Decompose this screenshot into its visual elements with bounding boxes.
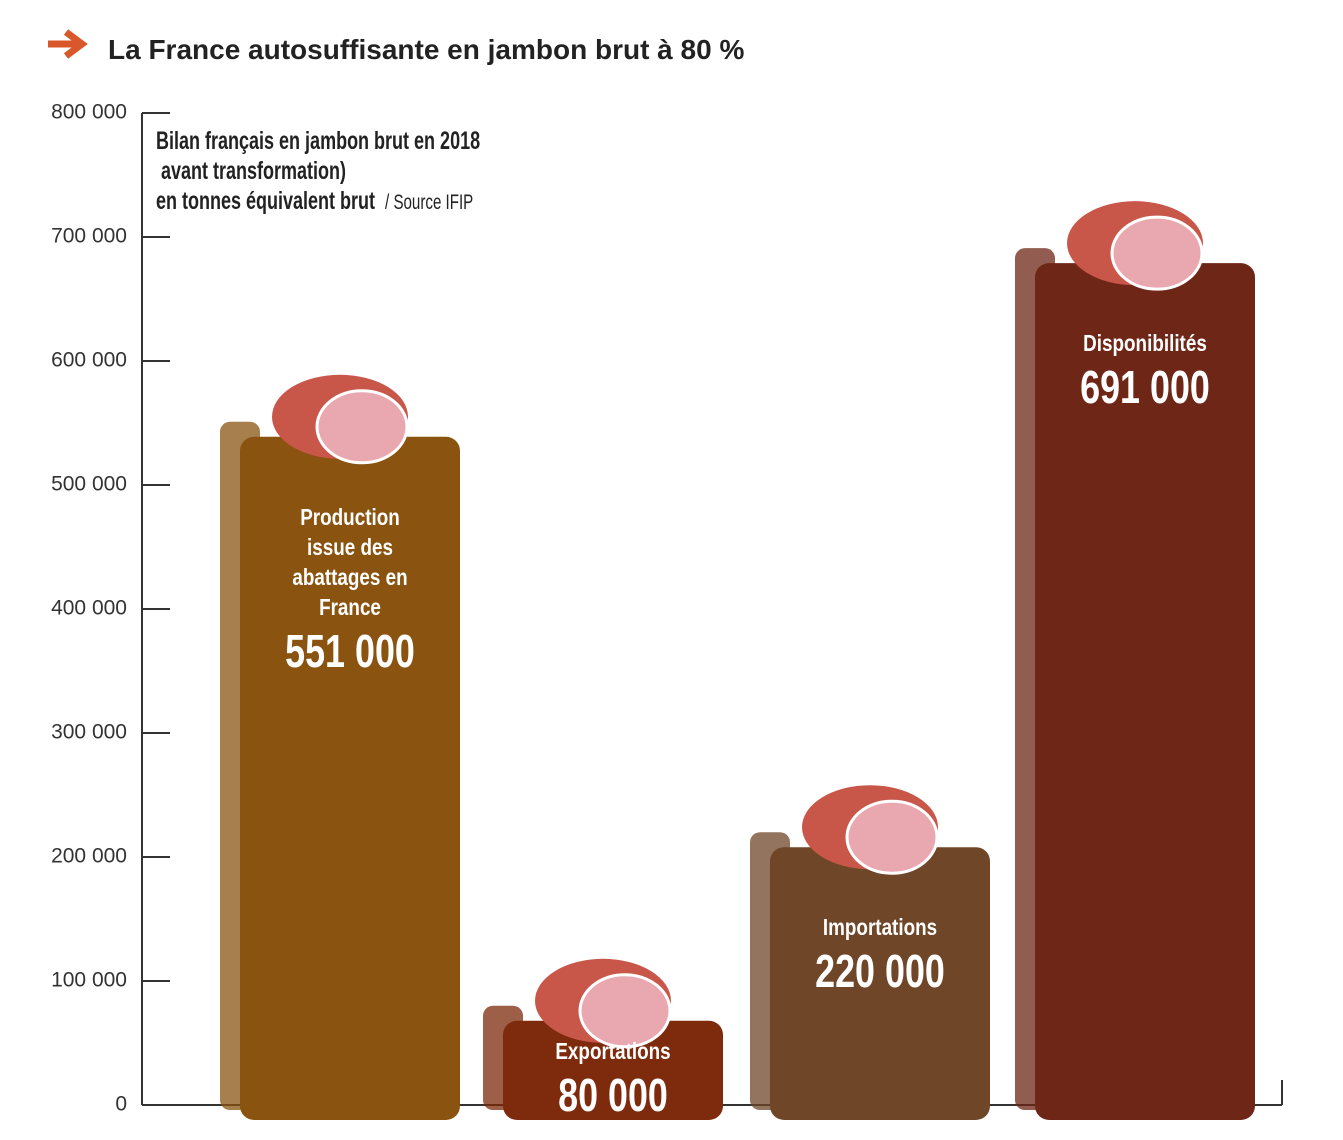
bar-label: Disponibilités: [1083, 330, 1207, 357]
subtitle-line: en tonnes équivalent brut: [156, 187, 376, 215]
y-tick-label: 0: [115, 1093, 127, 1116]
y-tick-label: 500 000: [51, 473, 127, 496]
value-label: 80 000: [558, 1068, 668, 1121]
bar-label: Production issue des abattages en France: [292, 503, 408, 620]
value-label: 220 000: [815, 945, 945, 998]
bar: [240, 436, 460, 1120]
subtitle-line: avant transformation): [156, 157, 347, 185]
ham-slice: [845, 799, 939, 875]
value-label: 551 000: [285, 624, 415, 677]
bar: [1035, 263, 1255, 1120]
y-tick-label: 200 000: [51, 845, 127, 868]
value-label: 691 000: [1080, 361, 1210, 414]
y-tick-label: 800 000: [51, 101, 127, 124]
bar-label: Importations: [822, 914, 938, 941]
bar: [503, 1020, 723, 1120]
y-tick-label: 400 000: [51, 597, 127, 620]
y-tick-label: 300 000: [51, 721, 127, 744]
subtitle: Bilan français en jambon brut en 2018 av…: [156, 126, 480, 218]
ham-slice: [578, 973, 672, 1049]
bar-label: Exportations: [555, 1037, 671, 1064]
bar: [770, 847, 990, 1120]
subtitle-line: Bilan français en jambon brut en 2018: [156, 127, 481, 155]
y-tick-label: 100 000: [51, 969, 127, 992]
y-tick-label: 700 000: [51, 225, 127, 248]
ham-slice: [1110, 215, 1204, 291]
chart-title: La France autosuffisante en jambon brut …: [108, 34, 745, 65]
title-arrow: [48, 29, 88, 59]
y-tick-label: 600 000: [51, 349, 127, 372]
ham-slice: [315, 389, 409, 465]
source: / Source IFIP: [385, 191, 474, 214]
